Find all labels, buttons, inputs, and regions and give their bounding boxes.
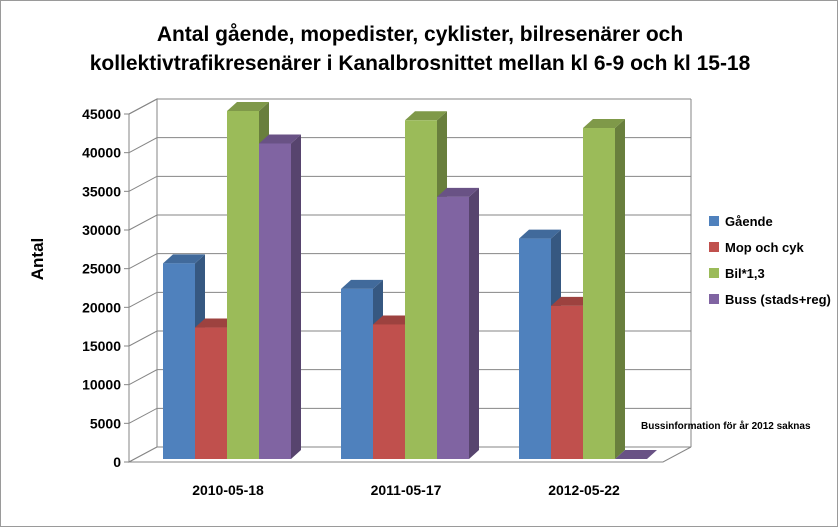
bar xyxy=(615,450,657,459)
bar-front xyxy=(163,263,195,459)
bar xyxy=(551,296,593,459)
bar-side xyxy=(291,134,301,460)
bar-front xyxy=(583,128,615,459)
gridline xyxy=(128,137,691,154)
bar-top xyxy=(341,279,383,289)
bar-top xyxy=(551,296,593,306)
chart-title-line-1: Antal gående, mopedister, cyklister, bil… xyxy=(157,23,683,46)
y-tick-label: 10000 xyxy=(82,377,121,393)
category-label: 2012-05-22 xyxy=(548,482,620,498)
bar xyxy=(259,134,301,460)
y-tick-label: 15000 xyxy=(82,338,121,354)
bar xyxy=(437,187,479,459)
bar-front xyxy=(437,196,469,459)
bar-top xyxy=(195,318,237,328)
legend-entry: Gående xyxy=(725,214,773,229)
bar-top xyxy=(227,102,269,111)
y-tick-label: 30000 xyxy=(82,222,121,238)
legend-swatch xyxy=(709,268,719,278)
y-axis-label: Antal xyxy=(28,238,47,281)
gridline xyxy=(128,214,691,231)
bar-front xyxy=(373,324,405,459)
legend: Gående Mop och cyk Bil*1,3 Buss (stads+reg) xyxy=(709,214,831,307)
category-label: 2010-05-18 xyxy=(192,482,264,498)
bar-top xyxy=(437,187,479,197)
gridline xyxy=(128,98,691,115)
gridline xyxy=(128,175,691,192)
bar-top xyxy=(373,315,415,325)
gridline xyxy=(128,407,691,424)
bar-top xyxy=(615,450,657,459)
bar-top xyxy=(259,134,301,144)
y-tick-label: 45000 xyxy=(82,106,121,122)
legend-swatch xyxy=(709,242,719,252)
bar-front xyxy=(195,327,227,459)
y-tick-label: 40000 xyxy=(82,145,121,161)
bar-front xyxy=(227,111,259,459)
legend-entry: Buss (stads+reg) xyxy=(725,292,831,307)
bar xyxy=(583,119,625,459)
y-tick-label: 20000 xyxy=(82,299,121,315)
gridline xyxy=(128,291,691,308)
legend-swatch xyxy=(709,216,719,226)
y-tick-label: 0 xyxy=(113,454,121,470)
bar-top xyxy=(163,254,205,264)
legend-entry: Mop och cyk xyxy=(725,240,805,255)
bar-side xyxy=(615,119,625,459)
bar-top xyxy=(583,119,625,129)
y-tick-label: 25000 xyxy=(82,261,121,277)
gridline xyxy=(128,253,691,270)
bar-side xyxy=(469,187,479,459)
gridlines xyxy=(124,98,691,463)
category-label: 2011-05-17 xyxy=(371,482,442,498)
y-tick-labels: 0 5000 10000 15000 20000 25000 30000 35000 40000… xyxy=(82,106,121,470)
missing-data-note: Bussinformation för år 2012 saknas xyxy=(641,420,811,432)
bars xyxy=(163,102,657,460)
bar-top xyxy=(519,229,561,239)
gridline xyxy=(128,369,691,386)
bar-front xyxy=(341,288,373,459)
chart-title-line-2: kollektivtrafikresenärer i Kanalbrosnitt… xyxy=(90,52,751,75)
legend-entry: Bil*1,3 xyxy=(725,266,765,281)
bar-front xyxy=(405,120,437,459)
category-labels: 2010-05-18 2011-05-17 2012-05-22 xyxy=(192,482,620,498)
side-wall xyxy=(128,98,158,463)
bar-front xyxy=(259,143,291,460)
bar-front xyxy=(551,305,583,459)
y-tick-label: 5000 xyxy=(90,415,121,431)
gridline xyxy=(128,330,691,347)
legend-swatch xyxy=(709,294,719,304)
bar-top xyxy=(405,111,447,121)
bar-front xyxy=(519,238,551,459)
y-tick-label: 35000 xyxy=(82,183,121,199)
